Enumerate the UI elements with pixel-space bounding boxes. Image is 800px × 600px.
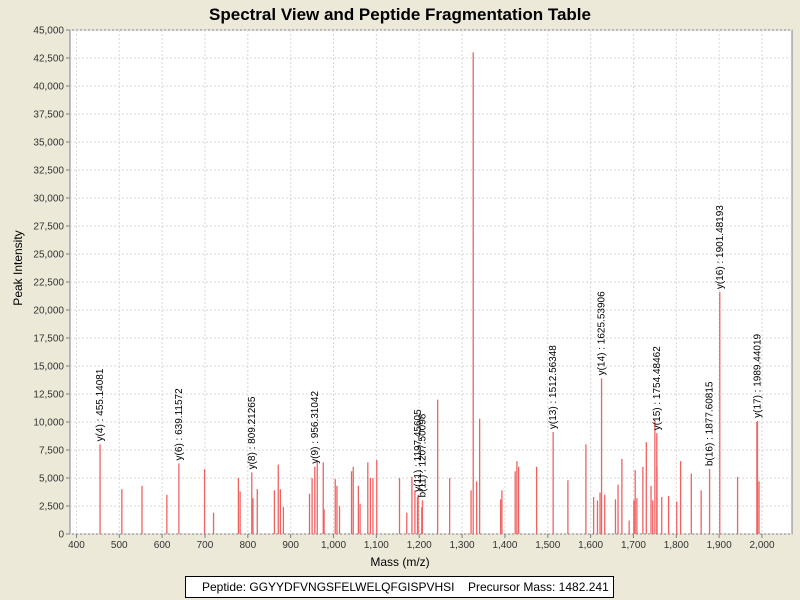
peak-annotation: y(17) : 1989.44019 [752,333,763,417]
y-tick-label: 22,500 [33,278,64,289]
peak-annotation: y(6) : 639.11572 [174,388,185,461]
y-tick-label: 15,000 [33,362,64,373]
x-tick-label: 800 [239,540,256,551]
chart-canvas: Spectral View and Peptide Fragmentation … [11,5,793,569]
y-tick-label: 32,500 [33,166,64,177]
y-tick-label: 42,500 [33,54,64,65]
peak-series [99,52,760,534]
peak-annotation: y(9) : 956.31042 [310,391,321,464]
x-tick-label: 900 [282,540,299,551]
y-tick-label: 5,000 [39,474,64,485]
y-tick-label: 25,000 [33,250,64,261]
y-tick-label: 27,500 [33,222,64,233]
grid-lines [70,29,792,535]
peak-annotations: y(4) : 455.14081 y(6) : 639.11572 y(8) : 8… [95,205,763,498]
y-tick-label: 10,000 [33,418,64,429]
x-tick-label: 1,600 [578,540,603,551]
y-tick-label: 30,000 [33,194,64,205]
y-tick-label: 7,500 [39,446,64,457]
y-tick-label: 12,500 [33,390,64,401]
x-tick-label: 1,400 [492,540,517,551]
peak-annotation: y(4) : 455.14081 [95,368,106,441]
precursor-mass-label: Precursor Mass: 1482.241 [468,580,609,594]
x-tick-label: 1,500 [535,540,560,551]
y-tick-label: 0 [58,530,64,541]
x-axis-label: Mass (m/z) [370,555,429,569]
axes: 400 500 600 700 800 900 1,000 1,100 1,200 1,300 1,… [33,26,775,552]
x-tick-label: 1,900 [707,540,732,551]
peak-annotation: y(8) : 809.21265 [247,396,258,469]
x-tick-label: 700 [197,540,214,551]
peak-annotation: b(11) : 1207.50098 [417,413,428,497]
x-tick-label: 1,100 [364,540,389,551]
x-tick-label: 500 [111,540,128,551]
x-tick-label: 1,200 [407,540,432,551]
y-tick-label: 17,500 [33,334,64,345]
peak-annotation: b(16) : 1877.60815 [705,381,716,466]
x-tick-label: 400 [68,540,85,551]
peak-annotation: y(11) : 1197.45605 [413,409,424,492]
x-tick-label: 2,000 [749,540,774,551]
peak-annotation: y(14) : 1625.53906 [597,291,608,375]
y-tick-label: 45,000 [33,26,64,37]
peak-annotation: y(13) : 1512.56348 [548,345,559,429]
legend-box: Peptide: GGYYDFVNGSFELWELQFGISPVHSI Prec… [185,576,614,598]
peak-annotation: y(16) : 1901.48193 [715,205,726,289]
x-tick-label: 1,700 [621,540,646,551]
y-tick-label: 37,500 [33,110,64,121]
x-tick-label: 1,000 [321,540,346,551]
y-tick-label: 40,000 [33,82,64,93]
chart-title: Spectral View and Peptide Fragmentation … [209,5,591,24]
y-axis-label: Peak Intensity [11,230,25,305]
peak-annotation: y(15) : 1754.48462 [652,346,663,430]
x-tick-label: 600 [154,540,171,551]
peptide-label: Peptide: GGYYDFVNGSFELWELQFGISPVHSI [202,580,455,594]
y-tick-label: 35,000 [33,138,64,149]
x-tick-label: 1,300 [450,540,475,551]
y-tick-label: 20,000 [33,306,64,317]
y-tick-label: 2,500 [39,502,64,513]
x-tick-label: 1,800 [664,540,689,551]
